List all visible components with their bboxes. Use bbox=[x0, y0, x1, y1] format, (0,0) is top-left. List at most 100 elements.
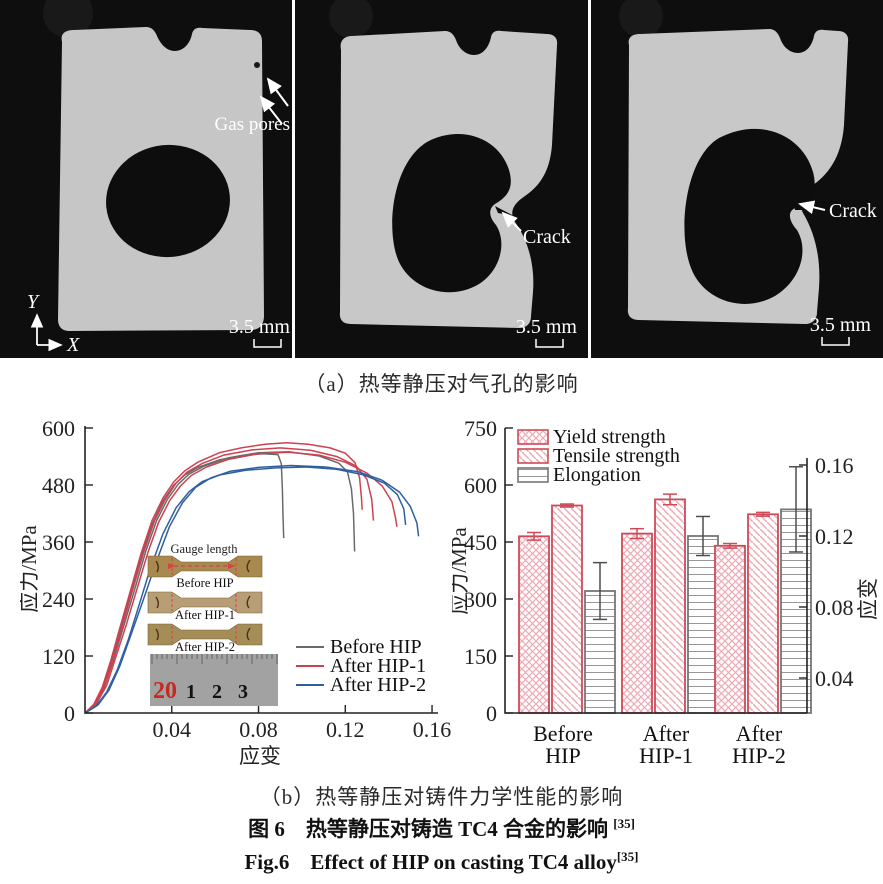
shrinkage-pore bbox=[684, 128, 815, 304]
y-tick-label: 120 bbox=[42, 644, 75, 669]
x-tick-label: 0.08 bbox=[239, 717, 278, 742]
shrinkage-pore bbox=[106, 144, 230, 258]
right-tick-label: 0.04 bbox=[815, 666, 854, 691]
scale-label: 3.5 mm bbox=[229, 316, 291, 338]
shrinkage-pore bbox=[392, 134, 511, 293]
bar-plot: 0 150 300 450 600 750 0.04 0.08 0.12 0.16 应力/MPa 应变… bbox=[447, 416, 880, 768]
bar-Elongation bbox=[687, 535, 719, 714]
y-tick-label: 360 bbox=[42, 530, 75, 555]
gas-pores-label: Gas pores bbox=[215, 114, 290, 135]
curve-After-HIP-2 bbox=[84, 466, 407, 714]
left-tick-label: 750 bbox=[464, 416, 497, 441]
curve-After-HIP-2 bbox=[84, 464, 420, 714]
x-tick-label: 0.16 bbox=[413, 717, 452, 742]
tensile-specimen-photo bbox=[147, 623, 263, 646]
ruler-number: 2 bbox=[212, 681, 222, 703]
ct-corner-shadow bbox=[619, 0, 663, 38]
category-label: Before bbox=[533, 721, 593, 746]
figure-caption-en: Fig.6 Effect of HIP on casting TC4 alloy… bbox=[0, 846, 883, 876]
y-tick-label: 0 bbox=[64, 701, 75, 726]
axis-x-label: X bbox=[66, 334, 80, 356]
bar-Yield-strength bbox=[714, 544, 746, 714]
scale-bracket bbox=[535, 339, 564, 348]
left-axis-title: 应力/MPa bbox=[452, 527, 471, 615]
right-tick-label: 0.12 bbox=[815, 524, 854, 549]
right-tick-label: 0.08 bbox=[815, 595, 854, 620]
legend-swatch bbox=[517, 448, 549, 464]
figure-caption-en-ref: [35] bbox=[616, 849, 639, 864]
left-tick-label: 150 bbox=[464, 644, 497, 669]
ruler-photo bbox=[150, 654, 278, 706]
left-tick-label: 450 bbox=[464, 530, 497, 555]
figure-caption-en-text: Fig.6 Effect of HIP on casting TC4 alloy bbox=[244, 850, 617, 874]
figure-caption-zh-ref: [35] bbox=[613, 816, 635, 831]
gas-pore-dot bbox=[254, 62, 260, 68]
left-tick-label: 300 bbox=[464, 587, 497, 612]
scale-label: 3.5 mm bbox=[810, 314, 872, 336]
ct-image-row: Gas pores Y X 3.5 mm Crack 3.5 mm bbox=[0, 0, 883, 358]
legend-swatch bbox=[517, 429, 549, 445]
x-axis-title: 应变 bbox=[239, 744, 281, 768]
y-axis-title: 应力/MPa bbox=[20, 525, 41, 613]
gauge-length-label: Gauge length bbox=[171, 542, 239, 556]
axis-y-label: Y bbox=[27, 291, 40, 313]
category-label: HIP-2 bbox=[732, 743, 786, 768]
crack-label: Crack bbox=[829, 200, 877, 222]
bar-Tensile-strength bbox=[747, 513, 779, 714]
right-axis-title: 应变 bbox=[856, 578, 880, 620]
specimen-label: After HIP-1 bbox=[175, 608, 235, 622]
category-label: After bbox=[643, 721, 690, 746]
legend-label: Elongation bbox=[553, 464, 641, 486]
crack-label: Crack bbox=[523, 226, 571, 248]
x-tick-label: 0.04 bbox=[153, 717, 192, 742]
crack-arrow bbox=[501, 211, 522, 232]
figure-caption-zh-text: 图 6 热等静压对铸造 TC4 合金的影响 bbox=[248, 817, 614, 841]
gas-pore-arrow bbox=[259, 95, 283, 125]
scale-label: 3.5 mm bbox=[516, 316, 578, 338]
tensile-specimen-photo bbox=[147, 591, 263, 614]
legend-label: Tensile strength bbox=[553, 445, 680, 467]
specimen-label: Before HIP bbox=[176, 576, 233, 590]
caption-b: （b）热等静压对铸件力学性能的影响 bbox=[259, 785, 624, 809]
ruler-number: 1 bbox=[186, 681, 196, 703]
legend-label: After HIP-1 bbox=[330, 655, 426, 677]
legend-label: Yield strength bbox=[553, 426, 666, 448]
ruler-number: 20 bbox=[153, 678, 177, 704]
category-label: HIP-1 bbox=[639, 743, 693, 768]
right-tick-label: 0.16 bbox=[815, 453, 854, 478]
specimen-label: After HIP-2 bbox=[175, 640, 235, 654]
caption-a: （a）热等静压对气孔的影响 bbox=[304, 372, 579, 396]
crack-arrow bbox=[798, 200, 826, 215]
scale-bracket bbox=[253, 339, 282, 348]
ruler-number: 3 bbox=[238, 681, 248, 703]
figure-caption-zh: 图 6 热等静压对铸造 TC4 合金的影响 [35] bbox=[0, 813, 883, 843]
y-tick-label: 240 bbox=[42, 587, 75, 612]
ct-panel-before-hip: Gas pores Y X 3.5 mm bbox=[0, 0, 292, 358]
ct-panel-after-hip2: Crack 3.5 mm bbox=[591, 0, 883, 358]
legend-label: Before HIP bbox=[330, 636, 422, 658]
ct-corner-shadow bbox=[329, 0, 373, 38]
legend-swatch bbox=[517, 467, 549, 483]
gas-pore-arrow bbox=[266, 77, 289, 107]
left-tick-label: 600 bbox=[464, 473, 497, 498]
y-tick-label: 600 bbox=[42, 416, 75, 441]
curve-After-HIP-1 bbox=[84, 447, 375, 714]
curve-After-HIP-1 bbox=[84, 441, 363, 714]
bar-Yield-strength bbox=[621, 532, 653, 714]
bar-Tensile-strength bbox=[551, 504, 583, 714]
ct-panel-after-hip1: Crack 3.5 mm bbox=[295, 0, 588, 358]
x-tick-label: 0.12 bbox=[326, 717, 365, 742]
category-label: After bbox=[736, 721, 783, 746]
left-tick-label: 0 bbox=[486, 701, 497, 726]
legend-label: After HIP-2 bbox=[330, 674, 426, 696]
scale-bracket bbox=[821, 337, 850, 346]
bar-Tensile-strength bbox=[654, 498, 686, 714]
stress-strain-chart: 0 120 240 360 480 600 0.04 0.08 0.12 0.16 应力/MPa 应变… bbox=[17, 406, 460, 778]
ct-corner-shadow bbox=[43, 0, 93, 38]
y-tick-label: 480 bbox=[42, 473, 75, 498]
bar-Yield-strength bbox=[518, 535, 550, 714]
category-label: HIP bbox=[545, 743, 580, 768]
mechanical-properties-chart: 0 150 300 450 600 750 0.04 0.08 0.12 0.16 应力/MPa 应变… bbox=[447, 403, 882, 780]
